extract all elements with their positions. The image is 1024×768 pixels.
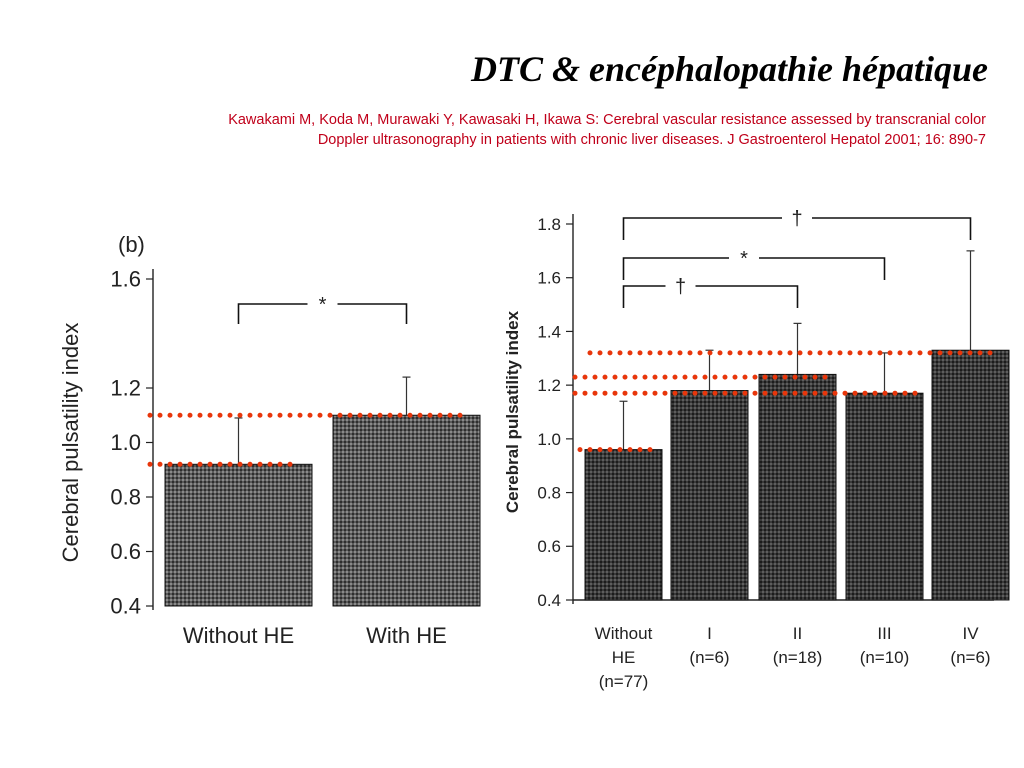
category-label: II	[793, 624, 802, 643]
slide-title: DTC & encéphalopathie hépatique	[471, 49, 988, 89]
y-tick-label: 1.6	[110, 267, 141, 292]
category-label: IV	[962, 624, 979, 643]
citation-line-2: Doppler ultrasonography in patients with…	[317, 132, 986, 148]
bar	[584, 449, 663, 601]
y-tick-label: 1.2	[537, 376, 561, 395]
significance-bracket	[337, 303, 408, 324]
significance-marker: †	[791, 208, 802, 230]
significance-bracket	[622, 257, 729, 280]
y-tick-label: 1.2	[110, 376, 141, 401]
chart-right-pulsatility-grade: 0.4 0.6 0.8 1.0 1.2 1.4 1.6 1.8 Cerebral pulsati…	[503, 208, 1010, 691]
category-label: With HE	[366, 623, 447, 648]
y-tick-label: 0.4	[110, 594, 141, 619]
bar	[845, 392, 924, 601]
category-label: HE	[612, 648, 636, 667]
citation-line-1: Kawakami M, Koda M, Murawaki Y, Kawasaki…	[228, 112, 986, 128]
significance-bracket	[237, 303, 308, 324]
y-axis-title: Cerebral pulsatility index	[58, 323, 83, 563]
significance-marker: *	[319, 294, 327, 316]
bar	[670, 390, 749, 601]
y-tick-label: 0.6	[537, 537, 561, 556]
category-label: (n=6)	[689, 648, 729, 667]
category-label: (n=77)	[599, 672, 649, 691]
category-label: Without HE	[183, 623, 294, 648]
category-label: Without	[595, 624, 653, 643]
category-label: III	[877, 624, 891, 643]
category-label: (n=6)	[950, 648, 990, 667]
y-tick-label: 0.8	[110, 485, 141, 510]
significance-bracket	[622, 217, 782, 240]
significance-bracket	[695, 285, 799, 308]
significance-marker: †	[675, 276, 686, 298]
bar	[332, 414, 481, 607]
citation: Kawakami M, Koda M, Murawaki Y, Kawasaki…	[66, 110, 986, 150]
y-tick-label: 1.0	[110, 430, 141, 455]
bar	[164, 463, 313, 607]
y-tick-label: 0.6	[110, 539, 141, 564]
category-label: I	[707, 624, 712, 643]
significance-bracket	[622, 285, 666, 308]
y-tick-label: 0.8	[537, 484, 561, 503]
bar	[931, 349, 1010, 601]
bar	[758, 373, 837, 601]
panel-label: (b)	[118, 232, 145, 257]
y-tick-label: 1.6	[537, 269, 561, 288]
significance-marker: *	[740, 248, 748, 270]
y-tick-label: 0.4	[537, 591, 561, 610]
category-label: (n=10)	[860, 648, 910, 667]
y-tick-label: 1.8	[537, 215, 561, 234]
chart-left-pulsatility-he: 0.4 0.6 0.8 1.0 1.2 1.6 Cerebral pulsatility i…	[58, 232, 481, 648]
category-label: (n=18)	[773, 648, 823, 667]
y-axis-title: Cerebral pulsatility index	[503, 310, 522, 513]
y-tick-label: 1.4	[537, 322, 561, 341]
significance-bracket	[759, 257, 886, 280]
y-tick-label: 1.0	[537, 430, 561, 449]
significance-bracket	[812, 217, 972, 240]
